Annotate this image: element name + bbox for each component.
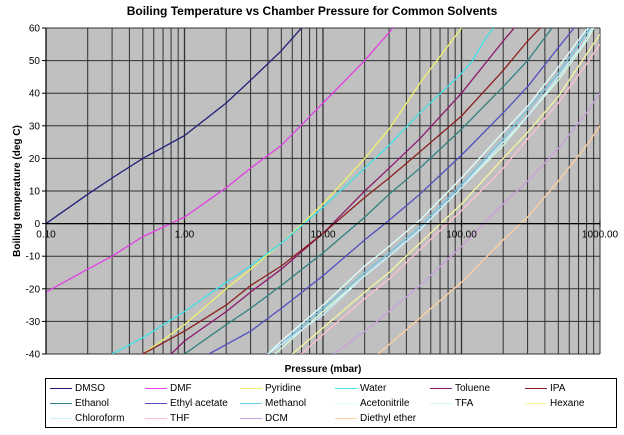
y-tick-label: 40 (29, 89, 41, 100)
legend-item-water: Water (335, 381, 430, 396)
x-tick-label: 10.00 (310, 230, 335, 241)
legend-swatch-icon (50, 418, 72, 419)
legend-label: DMSO (75, 383, 105, 394)
series-line-dmso (46, 28, 302, 225)
y-tick-label: 60 (29, 24, 41, 35)
x-tick-label: 100.00 (446, 230, 477, 241)
legend-swatch-icon (145, 388, 167, 389)
series-line-ethyl-acetate (208, 28, 575, 354)
legend-swatch-icon (335, 418, 357, 419)
legend-label: Pyridine (265, 383, 302, 394)
chart-title: Boiling Temperature vs Chamber Pressure … (126, 4, 498, 18)
legend-item-dcm: DCM (240, 411, 335, 426)
series-line-acetonitrile (267, 28, 589, 354)
series-line-ethanol (184, 28, 553, 354)
legend-label: Ethanol (75, 398, 109, 409)
legend-label: Acetonitrile (360, 398, 410, 409)
legend-item-acetonitrile: Acetonitrile (335, 396, 430, 411)
x-axis-label: Pressure (mbar) (285, 364, 362, 375)
series-line-dmf (46, 28, 394, 293)
legend-item-hexane: Hexane (525, 396, 620, 411)
y-tick-label: -30 (26, 317, 41, 328)
legend-label: THF (170, 413, 190, 424)
legend-grid: DMSO DMF Pyridine Water Toluene IPA Ethanol Eth… (46, 379, 616, 426)
series-line-toluene (170, 28, 515, 354)
legend-swatch-icon (335, 403, 357, 404)
legend-item-thf: THF (145, 411, 240, 426)
series-line-diethyl-ether (377, 125, 600, 354)
series-line-dcm (333, 92, 600, 354)
legend-item-tfa: TFA (430, 396, 525, 411)
legend-label: Diethyl ether (360, 413, 417, 424)
legend-swatch-icon (525, 388, 547, 389)
y-tick-label: 50 (29, 56, 41, 67)
y-tick-label: 20 (29, 154, 41, 165)
legend-label: DMF (170, 383, 192, 394)
legend-item-ethyl-acetate: Ethyl acetate (145, 396, 240, 411)
y-tick-label: -10 (26, 252, 41, 263)
legend-swatch-icon (145, 403, 167, 404)
legend-label: Methanol (265, 398, 307, 409)
series-line-hexane (291, 34, 600, 354)
series-lines (46, 28, 600, 354)
legend-label: Ethyl acetate (170, 398, 228, 409)
legend-swatch-icon (525, 403, 547, 404)
legend-item-ethanol: Ethanol (50, 396, 145, 411)
series-line-water (111, 28, 494, 354)
legend-swatch-icon (240, 418, 262, 419)
axes: 60 50 40 30 20 10 0 -10 -20 -30 -40 0.10 1.00 10.00 10… (26, 24, 619, 361)
x-tick-label: 1.00 (175, 230, 195, 241)
legend-swatch-icon (145, 418, 167, 419)
legend-swatch-icon (50, 403, 72, 404)
legend-swatch-icon (240, 403, 262, 404)
series-line-thf (301, 43, 600, 354)
legend-label: Chloroform (75, 413, 125, 424)
series-line-methanol (267, 28, 591, 354)
legend-label: DCM (265, 413, 288, 424)
y-tick-label: 10 (29, 187, 41, 198)
series-line-ipa (142, 28, 541, 354)
legend-swatch-icon (50, 388, 72, 389)
y-axis-label: Boiling temperature (deg C) (12, 125, 23, 257)
legend-item-methanol: Methanol (240, 396, 335, 411)
x-tick-label: 0.10 (36, 230, 56, 241)
y-tick-label: -20 (26, 284, 41, 295)
y-tick-label: 0 (34, 219, 40, 230)
legend-item-dmf: DMF (145, 381, 240, 396)
legend: DMSO DMF Pyridine Water Toluene IPA Ethanol Eth… (45, 378, 617, 428)
legend-item-pyridine: Pyridine (240, 381, 335, 396)
legend-item-diethyl-ether: Diethyl ether (335, 411, 430, 426)
legend-label: IPA (550, 383, 566, 394)
legend-item-toluene: Toluene (430, 381, 525, 396)
y-tick-label: -40 (26, 350, 41, 361)
x-tick-label: 1000.00 (582, 230, 619, 241)
series-line-chloroform (267, 28, 593, 354)
legend-swatch-icon (240, 388, 262, 389)
legend-label: Toluene (455, 383, 491, 394)
y-tick-label: 30 (29, 121, 41, 132)
legend-swatch-icon (430, 403, 452, 404)
legend-label: Water (360, 383, 387, 394)
legend-swatch-icon (335, 388, 357, 389)
legend-item-ipa: IPA (525, 381, 620, 396)
legend-item-dmso: DMSO (50, 381, 145, 396)
legend-label: Hexane (550, 398, 585, 409)
legend-label: TFA (455, 398, 474, 409)
legend-item-chloroform: Chloroform (50, 411, 145, 426)
legend-swatch-icon (430, 388, 452, 389)
